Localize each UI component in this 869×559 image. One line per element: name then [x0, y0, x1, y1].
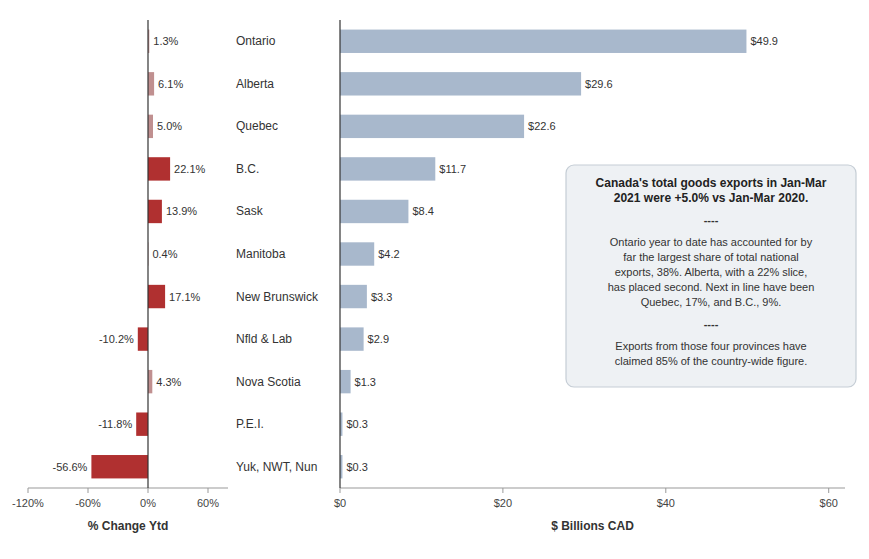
bar [148, 285, 165, 308]
data-label: $11.7 [439, 163, 466, 175]
x-tick [28, 488, 29, 493]
x-tick-label: $60 [820, 497, 838, 509]
data-label: $0.3 [346, 418, 367, 430]
annotation: Ontario year to date has accounted for b… [608, 236, 815, 308]
x-tick-label: $20 [494, 497, 512, 509]
data-label: 5.0% [157, 120, 182, 132]
category-label: Manitoba [236, 247, 286, 261]
category-label: Nfld & Lab [236, 332, 292, 346]
data-label: 17.1% [169, 291, 200, 303]
category-label: Nova Scotia [236, 375, 301, 389]
data-label: 22.1% [174, 163, 205, 175]
annotation-box: Canada's total goods exports in Jan-Mar2… [566, 165, 856, 387]
category-label: Sask [236, 204, 264, 218]
bar [340, 200, 408, 223]
data-label: -11.8% [98, 418, 132, 430]
bar [148, 200, 162, 223]
data-label: -10.2% [99, 333, 134, 345]
annotation: ---- [704, 214, 719, 226]
bar-chart-0: -120% -60% 0% 60% % Change Ytd 1.3% 6.1% 5.0% 22… [12, 20, 228, 533]
chart-root: -120% -60% 0% 60% % Change Ytd 1.3% 6.1% 5.0% 22… [0, 0, 869, 559]
annotation-background [566, 165, 856, 387]
data-label: 4.3% [156, 376, 181, 388]
data-label: 6.1% [158, 78, 183, 90]
data-label: 1.3% [153, 35, 178, 47]
x-axis-line [340, 488, 845, 489]
annotation: Canada's total goods exports in Jan-Mar2… [596, 176, 827, 205]
x-tick [828, 488, 829, 493]
data-label: $1.3 [355, 376, 376, 388]
data-label: $3.3 [371, 291, 392, 303]
bar [136, 412, 148, 435]
x-tick-label: 60% [197, 497, 219, 509]
bar [340, 115, 524, 138]
bar [91, 455, 148, 478]
bar [340, 370, 351, 393]
x-tick-label: $0 [334, 497, 346, 509]
data-label: $2.9 [368, 333, 389, 345]
x-tick-label: $40 [657, 497, 675, 509]
x-tick [88, 488, 89, 493]
bar [148, 72, 154, 95]
x-tick [340, 488, 341, 493]
zero-line [339, 20, 340, 488]
zero-line [147, 20, 148, 488]
data-label: 13.9% [166, 205, 197, 217]
category-label: Quebec [236, 119, 278, 133]
data-label: $0.3 [346, 461, 367, 473]
data-label: 0.4% [152, 248, 177, 260]
bar [340, 30, 746, 53]
x-axis-line [28, 488, 228, 489]
x-tick-label: 0% [140, 497, 156, 509]
bar [340, 157, 435, 180]
category-label: Yuk, NWT, Nun [236, 460, 317, 474]
category-labels: Ontario Alberta Quebec B.C. Sask Manitoba New … [236, 34, 319, 473]
bar [148, 115, 153, 138]
data-label: $8.4 [412, 205, 433, 217]
annotation: Exports from those four provinces havecl… [615, 340, 808, 367]
data-label: $29.6 [585, 78, 613, 90]
x-tick [208, 488, 209, 493]
x-tick [665, 488, 666, 493]
bar [138, 327, 148, 350]
bar [340, 327, 364, 350]
bar [148, 157, 170, 180]
x-axis-label: $ Billions CAD [551, 519, 634, 533]
category-label: P.E.I. [236, 417, 264, 431]
x-tick-label: -60% [75, 497, 101, 509]
annotation: ---- [704, 318, 719, 330]
x-tick [502, 488, 503, 493]
category-label: Alberta [236, 77, 274, 91]
bar [148, 370, 152, 393]
x-axis-label: % Change Ytd [88, 519, 168, 533]
category-label: Ontario [236, 34, 276, 48]
bar [340, 72, 581, 95]
category-label: New Brunswick [236, 290, 319, 304]
data-label: $22.6 [528, 120, 556, 132]
x-tick [148, 488, 149, 493]
data-label: $49.9 [750, 35, 778, 47]
category-label: B.C. [236, 162, 259, 176]
data-label: $4.2 [378, 248, 399, 260]
bar [340, 242, 374, 265]
bar [340, 285, 367, 308]
data-label: -56.6% [53, 461, 88, 473]
x-tick-label: -120% [12, 497, 44, 509]
